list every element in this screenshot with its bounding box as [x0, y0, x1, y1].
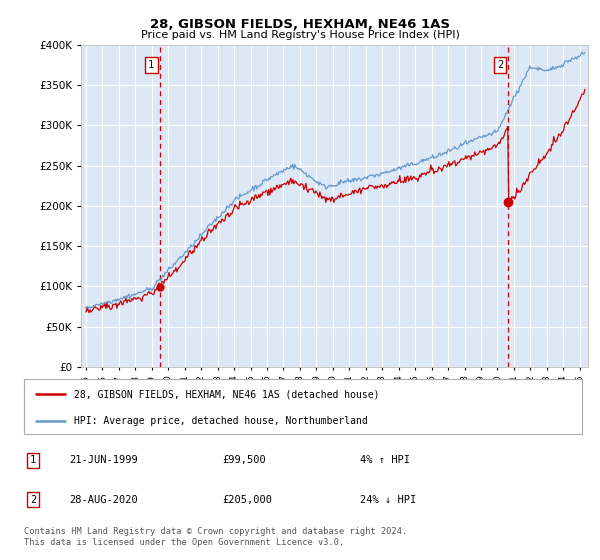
Text: 4% ↑ HPI: 4% ↑ HPI [360, 455, 410, 465]
Text: 2: 2 [30, 494, 36, 505]
Text: HPI: Average price, detached house, Northumberland: HPI: Average price, detached house, Nort… [74, 416, 368, 426]
Text: 28, GIBSON FIELDS, HEXHAM, NE46 1AS: 28, GIBSON FIELDS, HEXHAM, NE46 1AS [150, 18, 450, 31]
Text: £99,500: £99,500 [222, 455, 266, 465]
Text: 28, GIBSON FIELDS, HEXHAM, NE46 1AS (detached house): 28, GIBSON FIELDS, HEXHAM, NE46 1AS (det… [74, 390, 380, 399]
Text: 28-AUG-2020: 28-AUG-2020 [69, 494, 138, 505]
Text: Price paid vs. HM Land Registry's House Price Index (HPI): Price paid vs. HM Land Registry's House … [140, 30, 460, 40]
Text: Contains HM Land Registry data © Crown copyright and database right 2024.
This d: Contains HM Land Registry data © Crown c… [24, 527, 407, 547]
Text: 1: 1 [148, 60, 154, 70]
Text: 1: 1 [30, 455, 36, 465]
Text: 21-JUN-1999: 21-JUN-1999 [69, 455, 138, 465]
Text: 24% ↓ HPI: 24% ↓ HPI [360, 494, 416, 505]
Text: 2: 2 [497, 60, 503, 70]
Text: £205,000: £205,000 [222, 494, 272, 505]
